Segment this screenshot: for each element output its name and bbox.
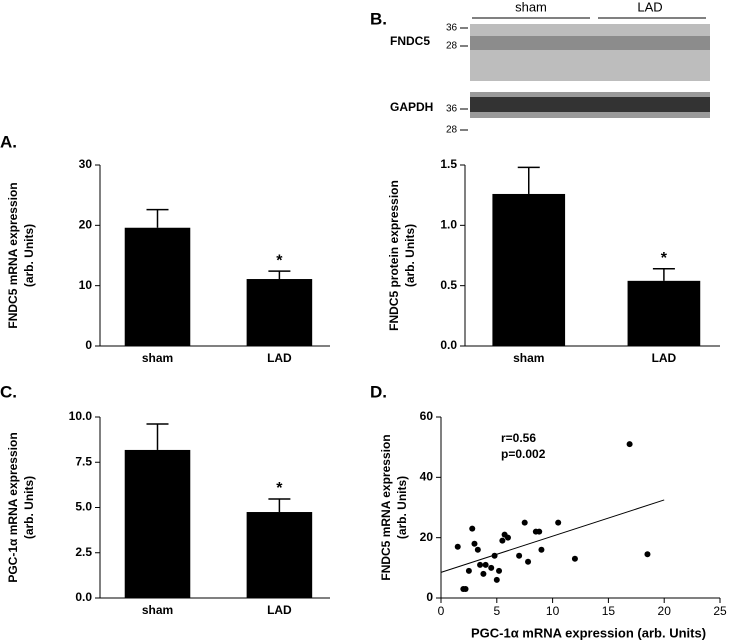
- y-tick-label: 0.5: [440, 278, 457, 292]
- point: [480, 570, 487, 577]
- bar: [124, 449, 191, 598]
- bar: [246, 279, 313, 346]
- x-tick-label: LAD: [267, 351, 292, 365]
- x-tick-label: 10: [546, 604, 560, 618]
- point: [626, 441, 633, 448]
- point: [555, 519, 562, 526]
- y-tick-label: 30: [79, 157, 93, 171]
- x-axis-label: PGC-1α mRNA expression (arb. Units): [471, 625, 706, 640]
- panel-label: B.: [370, 9, 387, 28]
- y-tick-label: 0: [85, 338, 92, 352]
- point: [469, 525, 476, 532]
- blot-membrane: [470, 24, 710, 81]
- y-tick-label: 1.5: [440, 157, 457, 171]
- blot: sham LAD FNDC5 GAPDH 36 28 36 28: [390, 0, 710, 136]
- annotation: r=0.56: [501, 431, 536, 445]
- blot-band: [470, 36, 710, 50]
- y-axis-label: FNDC5 mRNA expression: [6, 182, 20, 328]
- point: [474, 546, 481, 553]
- lane-label: sham: [515, 0, 547, 14]
- point: [504, 534, 511, 541]
- bar: [492, 193, 566, 346]
- panel: A. 0 10 20 30 FNDC5 mRNA expression (arb. Unit…: [0, 132, 330, 365]
- y-axis-label: PGC-1α mRNA expression: [6, 432, 20, 582]
- blot-band: [470, 97, 710, 112]
- point: [525, 558, 532, 565]
- y-axis-label: (arb. Units): [22, 476, 36, 539]
- bar: [627, 280, 701, 346]
- marker-label: 28: [446, 125, 458, 136]
- x-tick-label: sham: [513, 351, 544, 365]
- x-tick-label: sham: [142, 603, 173, 617]
- y-tick-label: 0.0: [75, 590, 92, 604]
- protein-label: FNDC5: [390, 34, 430, 48]
- y-axis-label: (arb. Units): [403, 224, 417, 287]
- point: [499, 537, 506, 544]
- y-tick-label: 20: [79, 218, 93, 232]
- y-tick-label: 20: [420, 530, 434, 544]
- y-tick-label: 0: [426, 590, 433, 604]
- point: [521, 519, 528, 526]
- point: [571, 555, 578, 562]
- point: [496, 567, 503, 574]
- panel: D. 0 20 40 60 FNDC5 mRNA expression (arb. Unit…: [370, 382, 727, 640]
- marker-label: 28: [446, 41, 458, 52]
- point: [465, 567, 472, 574]
- y-axis-label: FNDC5 protein expression: [387, 180, 401, 331]
- y-tick-label: 60: [420, 409, 434, 423]
- significance: *: [661, 250, 668, 267]
- point: [471, 540, 478, 547]
- bar: [246, 512, 313, 598]
- point: [477, 561, 484, 568]
- y-tick-label: 7.5: [75, 454, 92, 468]
- y-axis-label: FNDC5 mRNA expression: [379, 434, 393, 580]
- y-tick-label: 10.0: [69, 409, 93, 423]
- significance: *: [276, 252, 283, 269]
- lane-label: LAD: [637, 0, 662, 14]
- significance: *: [276, 480, 283, 497]
- bar: [124, 227, 191, 346]
- annotation: p=0.002: [501, 447, 546, 461]
- x-tick-label: 25: [713, 604, 727, 618]
- x-tick-label: 15: [602, 604, 616, 618]
- y-tick-label: 5.0: [75, 500, 92, 514]
- panel-label: A.: [0, 132, 17, 151]
- y-tick-label: 0.0: [440, 338, 457, 352]
- y-tick-label: 2.5: [75, 545, 92, 559]
- x-tick-label: 0: [438, 604, 445, 618]
- protein-label: GAPDH: [390, 100, 433, 114]
- panel: C. 0.0 2.5 5.0 7.5 10.0 PGC-1α mRNA expression…: [0, 382, 330, 617]
- point: [538, 546, 545, 553]
- panel: B. 0.0 0.5 1.0 1.5 FNDC5 protein expression (a…: [370, 9, 720, 365]
- point: [454, 543, 461, 550]
- y-tick-label: 1.0: [440, 218, 457, 232]
- x-tick-label: 20: [658, 604, 672, 618]
- x-tick-label: sham: [142, 351, 173, 365]
- x-tick-label: LAD: [652, 351, 677, 365]
- point: [536, 528, 543, 535]
- x-tick-label: LAD: [267, 603, 292, 617]
- x-tick-label: 5: [493, 604, 500, 618]
- trendline: [440, 499, 665, 573]
- y-tick-label: 10: [79, 278, 93, 292]
- point: [488, 564, 495, 571]
- y-axis-label: (arb. Units): [395, 476, 409, 539]
- point: [516, 552, 523, 559]
- marker-label: 36: [446, 104, 458, 115]
- point: [491, 552, 498, 559]
- panel-label: C.: [0, 382, 17, 401]
- y-tick-label: 40: [420, 470, 434, 484]
- point: [482, 561, 489, 568]
- marker-label: 36: [446, 23, 458, 34]
- point: [644, 551, 651, 558]
- point: [462, 585, 469, 592]
- y-axis-label: (arb. Units): [22, 224, 36, 287]
- panel-label: D.: [370, 382, 387, 401]
- point: [493, 576, 500, 583]
